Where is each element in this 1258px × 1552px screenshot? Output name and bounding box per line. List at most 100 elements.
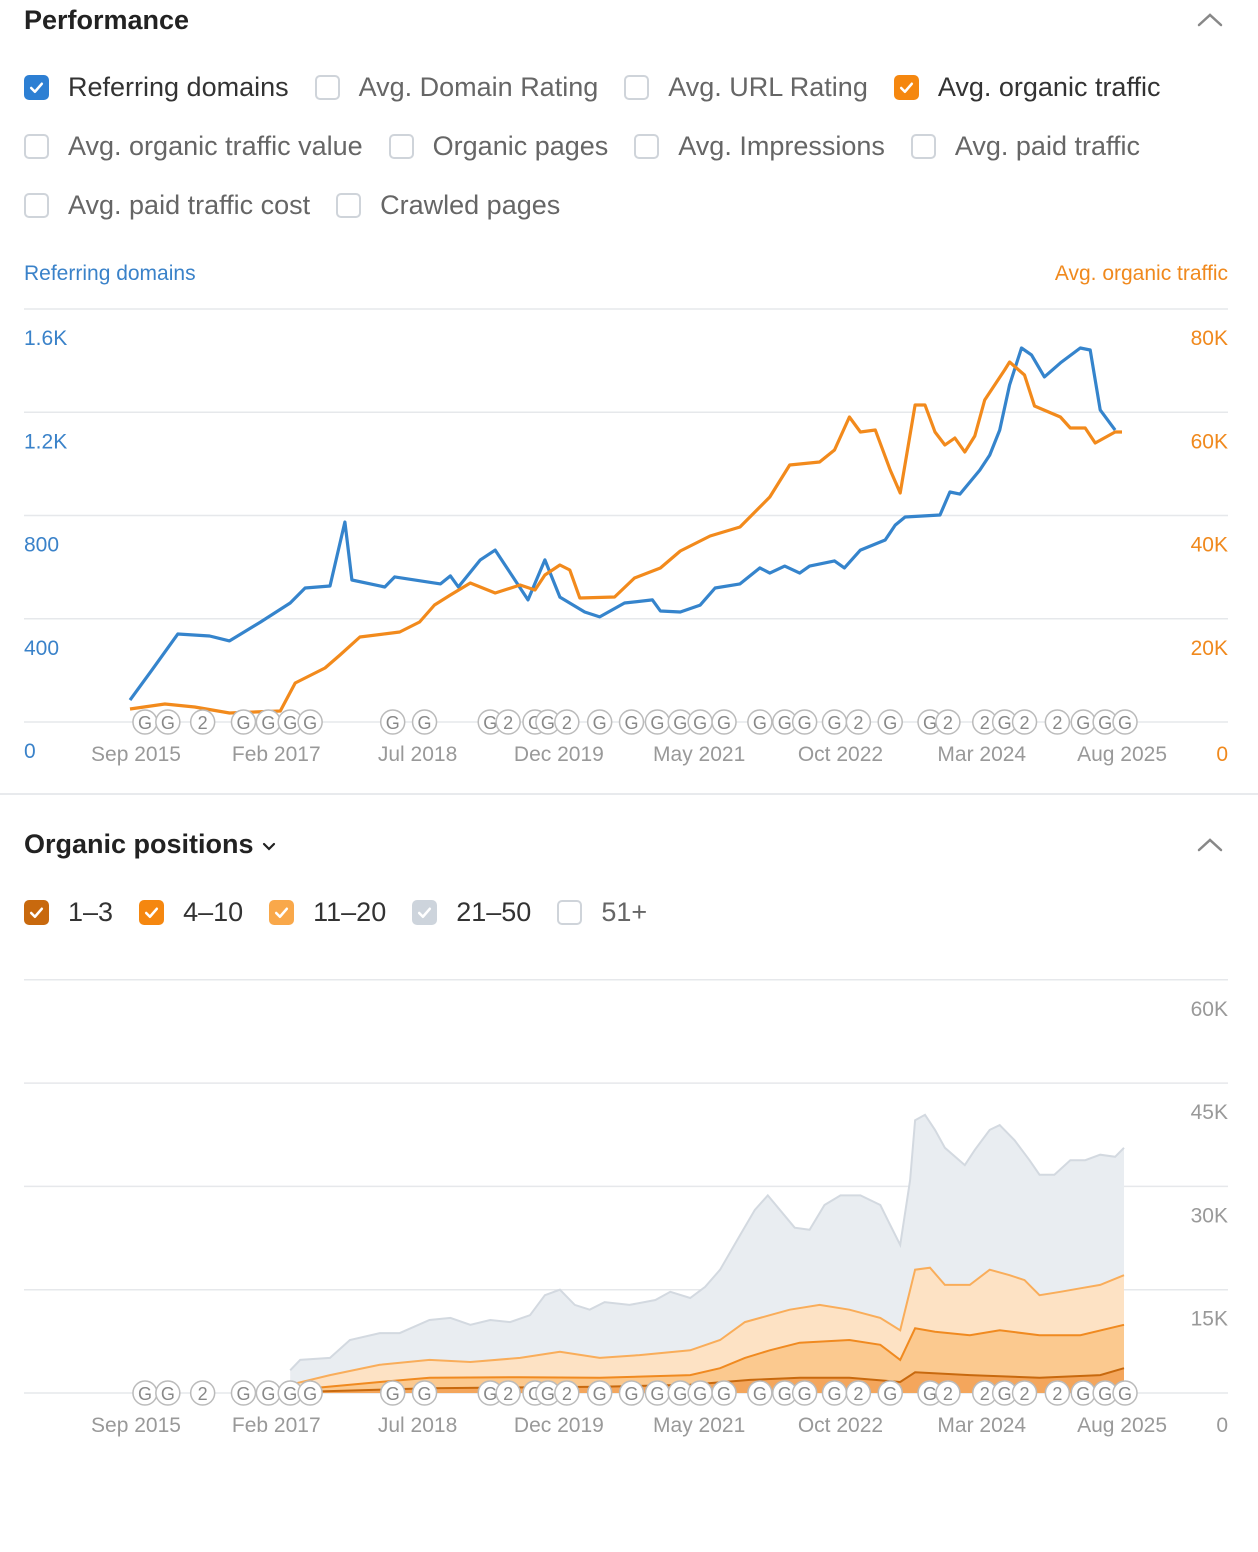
annotation-count: 2 — [853, 1384, 863, 1404]
annotation-marker — [411, 1380, 438, 1406]
google-update-icon: G — [261, 713, 275, 733]
checkbox[interactable] — [624, 75, 650, 100]
checkbox-checked[interactable] — [139, 900, 165, 925]
annotation-marker — [379, 1380, 406, 1406]
annotation-marker — [189, 709, 216, 735]
google-update-icon: G — [1098, 713, 1112, 733]
metric-avg-organic-traffic[interactable]: Avg. organic traffic — [893, 72, 1161, 103]
metric-label: Avg. URL Rating — [668, 72, 868, 102]
x-tick-label: Feb 2017 — [232, 1414, 321, 1437]
google-update-icon: G — [261, 1384, 275, 1404]
annotation-marker — [1011, 709, 1038, 735]
x-tick-label: Mar 2024 — [937, 743, 1026, 766]
area-line-range-11-20 — [289, 1266, 1125, 1386]
google-update-icon: G — [418, 713, 432, 733]
annotation-count: 2 — [980, 713, 990, 733]
google-update-icon: G — [541, 713, 555, 733]
checkbox[interactable] — [388, 134, 414, 159]
annotation-marker — [554, 709, 580, 735]
metric-avg-impressions[interactable]: Avg. Impressions — [634, 131, 885, 162]
area-line-range-4-10 — [290, 1323, 1125, 1392]
right-tick-label: 15K — [1191, 1308, 1228, 1331]
annotation-count: 2 — [503, 713, 513, 733]
metric-crawled-pages[interactable]: Crawled pages — [336, 190, 560, 221]
right-tick-label: 0 — [1216, 743, 1228, 766]
metric-label: Referring domains — [68, 72, 289, 102]
annotation-marker — [554, 1380, 580, 1406]
range-51-plus[interactable]: 51+ — [557, 897, 647, 928]
google-update-icon: G — [483, 713, 497, 733]
checkbox[interactable] — [24, 134, 49, 159]
organic-positions-title[interactable]: Organic positions — [24, 829, 277, 860]
annotation-marker — [1044, 709, 1071, 735]
series-line-avg-organic-traffic — [129, 360, 1122, 715]
organic-positions-label: Organic positions — [24, 829, 254, 859]
annotation-marker — [297, 1380, 323, 1406]
left-tick-label: 800 — [24, 534, 59, 557]
checkbox[interactable] — [634, 134, 660, 159]
chevron-up-icon[interactable] — [1196, 835, 1224, 855]
annotation-count: 2 — [198, 1384, 208, 1404]
annotation-marker — [297, 709, 323, 735]
metric-avg-organic-traffic-value[interactable]: Avg. organic traffic value — [24, 131, 363, 162]
metric-organic-pages[interactable]: Organic pages — [388, 131, 608, 162]
annotation-marker — [586, 709, 613, 735]
annotation-marker — [845, 709, 872, 735]
annotation-marker — [618, 1380, 645, 1406]
google-update-icon: G — [717, 713, 731, 733]
annotation-marker — [935, 709, 961, 735]
x-tick-label: Sep 2015 — [91, 1414, 181, 1437]
google-update-icon: G — [673, 713, 687, 733]
checkbox-checked[interactable] — [893, 75, 919, 100]
chevron-up-icon[interactable] — [1196, 10, 1224, 30]
metric-label: Avg. organic traffic — [937, 72, 1161, 102]
checkbox[interactable] — [910, 134, 936, 159]
google-update-icon: G — [593, 1384, 607, 1404]
annotation-count: 2 — [198, 713, 208, 733]
range-11-20[interactable]: 11–20 — [269, 897, 386, 928]
metric-avg-domain-rating[interactable]: Avg. Domain Rating — [314, 72, 598, 103]
range-label: 51+ — [601, 897, 648, 927]
right-tick-label: 80K — [1191, 327, 1228, 350]
series-line-referring-domains — [128, 346, 1117, 702]
left-tick-label: 1.2K — [24, 430, 67, 453]
google-update-icon: G — [883, 1384, 897, 1404]
position-ranges-row: 1–3 4–10 11–20 21–50 51+ — [24, 897, 673, 928]
annotation-count: 2 — [1052, 1384, 1062, 1404]
google-update-icon: G — [138, 1384, 152, 1404]
metric-label: Avg. Impressions — [678, 131, 885, 161]
checkbox-checked[interactable] — [24, 75, 49, 100]
metric-avg-url-rating[interactable]: Avg. URL Rating — [624, 72, 868, 103]
metric-label: Avg. paid traffic — [954, 131, 1140, 161]
metric-referring-domains[interactable]: Referring domains — [24, 72, 289, 103]
checkbox[interactable] — [336, 193, 362, 218]
annotation-marker — [155, 1380, 181, 1406]
range-21-50[interactable]: 21–50 — [412, 897, 531, 928]
chevron-down-icon[interactable] — [261, 841, 277, 853]
annotation-marker — [495, 1380, 521, 1406]
range-label: 21–50 — [456, 897, 532, 927]
google-update-icon: G — [303, 713, 317, 733]
annotation-count: 2 — [943, 713, 953, 733]
checkbox[interactable] — [314, 75, 340, 100]
google-update-icon: G — [283, 1384, 297, 1404]
checkbox-checked[interactable] — [24, 900, 49, 925]
google-update-icon: G — [717, 1384, 731, 1404]
checkbox[interactable] — [557, 900, 583, 925]
google-update-icon: G — [283, 713, 297, 733]
annotation-count: 2 — [1020, 713, 1030, 733]
metric-avg-paid-traffic[interactable]: Avg. paid traffic — [910, 131, 1140, 162]
google-update-icon: G — [693, 713, 707, 733]
range-1-3[interactable]: 1–3 — [24, 897, 113, 928]
annotation-markers: G G 2 G G G G G G G 2 GG 2 G G G G G G G G G G 2 G G 2 2 G 2 2 G G G — [132, 709, 1138, 735]
range-4-10[interactable]: 4–10 — [139, 897, 243, 928]
left-axis-title: Referring domains — [24, 262, 196, 285]
metric-label: Avg. paid traffic cost — [68, 190, 311, 220]
checkbox-checked[interactable] — [412, 900, 438, 925]
checkbox-checked[interactable] — [269, 900, 295, 925]
metric-avg-paid-traffic-cost[interactable]: Avg. paid traffic cost — [24, 190, 310, 221]
google-update-icon: G — [386, 1384, 400, 1404]
range-label: 11–20 — [313, 897, 387, 927]
x-tick-label: Jul 2018 — [378, 1414, 457, 1437]
checkbox[interactable] — [24, 193, 49, 218]
